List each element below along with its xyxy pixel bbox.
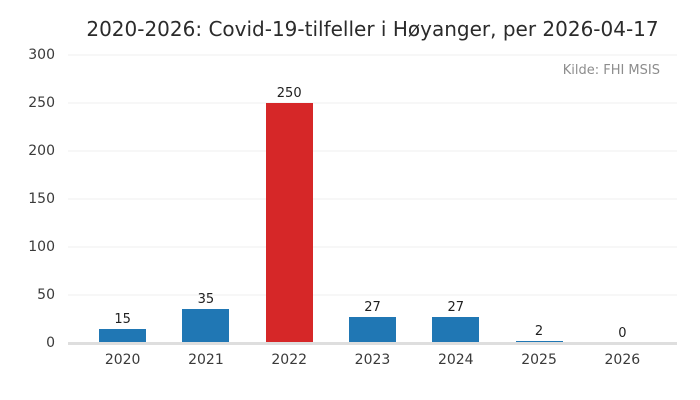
gridline	[68, 150, 677, 152]
x-axis-label-2026: 2026	[604, 352, 641, 368]
y-tick-label: 150	[28, 191, 55, 207]
x-axis-label-2023: 2023	[354, 352, 391, 368]
plot-area: 15 35 250 27 27 2 0 0 50 100 150 200 250 300	[28, 47, 677, 351]
x-axis-label-2022: 2022	[271, 352, 308, 368]
y-tick-label: 200	[28, 143, 55, 159]
bar-slot-2025: 2	[497, 55, 580, 343]
bar-slot-2024: 27	[414, 55, 497, 343]
bar-value-label: 27	[447, 300, 465, 316]
bar-value-label: 35	[197, 292, 215, 308]
x-axis-baseline	[68, 342, 677, 345]
bar-2024	[432, 317, 480, 343]
y-tick-label: 50	[37, 287, 55, 303]
chart-title: 2020-2026: Covid-19-tilfeller i Høyanger…	[86, 17, 659, 41]
gridline	[68, 54, 677, 56]
bar-slot-2021: 35	[164, 55, 247, 343]
bar-slot-2023: 27	[331, 55, 414, 343]
x-axis-label-2025: 2025	[521, 352, 557, 368]
gridline	[68, 246, 677, 248]
x-axis-label-2021: 2021	[188, 352, 224, 368]
x-axis-label-2020: 2020	[104, 352, 141, 368]
gridline	[68, 198, 677, 200]
y-tick-label: 100	[28, 239, 55, 255]
bar-slot-2022: 250	[248, 55, 331, 343]
bar-slot-2026: 0	[581, 55, 664, 343]
bar-value-label: 15	[114, 311, 131, 327]
bar-value-label: 2	[534, 324, 544, 340]
y-tick-label: 0	[46, 335, 55, 351]
x-axis-labels: 2020 2021 2022 2023 2024 2025 2026	[68, 352, 677, 368]
bar-2022	[265, 103, 313, 343]
bars-container: 15 35 250 27 27 2 0	[68, 55, 677, 343]
y-tick-label: 250	[28, 95, 55, 111]
bar-2021	[182, 309, 230, 343]
bar-value-label: 27	[364, 300, 381, 316]
bar-2020	[99, 328, 147, 343]
bar-value-label: 250	[276, 86, 302, 101]
bar-slot-2020: 15	[81, 55, 164, 343]
bar-2023	[348, 317, 396, 343]
bar-value-label: 0	[618, 326, 627, 341]
gridline	[68, 102, 677, 104]
source-annotation: Kilde: FHI MSIS	[562, 63, 660, 78]
gridline	[68, 294, 677, 296]
y-tick-label: 300	[28, 47, 55, 63]
x-axis-label-2024: 2024	[437, 352, 474, 368]
